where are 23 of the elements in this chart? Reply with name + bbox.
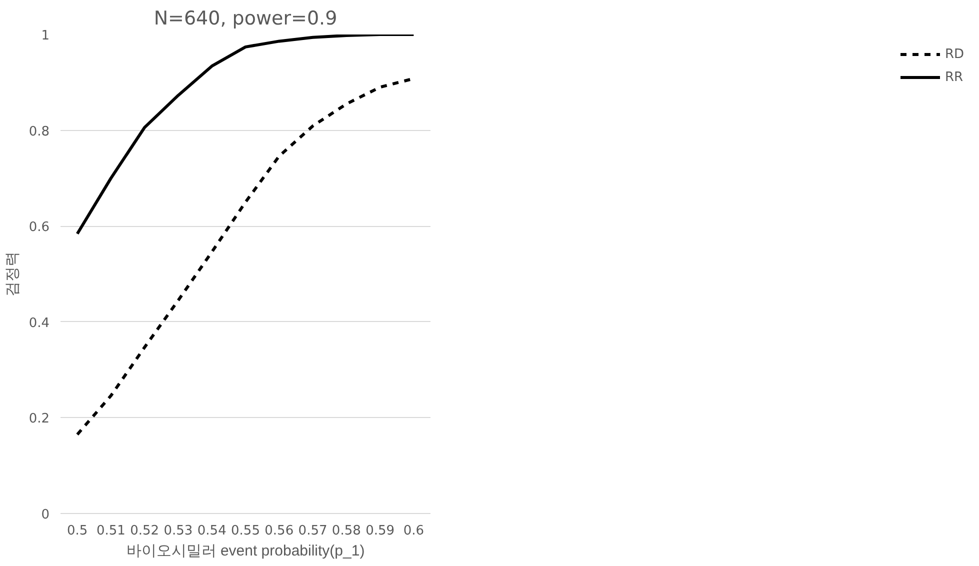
x-tick-label: 0.59 — [366, 524, 395, 538]
x-tick-label: 0.56 — [264, 524, 294, 538]
line-series — [76, 34, 416, 236]
x-tick-label: 0.5 — [66, 524, 88, 538]
y-tick-label: 0.2 — [28, 412, 50, 427]
y-tick-label: 0 — [41, 508, 50, 522]
y-tick-label: 0.6 — [28, 220, 50, 236]
x-tick-label: 0.57 — [298, 524, 328, 538]
x-axis-title: 바이오시밀러 event probability(p_1) — [126, 542, 365, 560]
x-tick-label: 0.52 — [130, 524, 160, 538]
legend-label: RD — [945, 46, 965, 62]
chart-title: N=640, power=0.9 — [154, 8, 338, 30]
legend-label: RR — [945, 70, 964, 84]
x-tick-label: 0.55 — [231, 524, 260, 538]
x-tick-label: 0.6 — [403, 524, 424, 538]
y-tick-label: 1 — [41, 28, 50, 44]
y-axis-title: 검정력 — [4, 252, 21, 296]
x-tick-label: 0.53 — [164, 524, 193, 538]
x-tick-label: 0.51 — [96, 524, 126, 538]
y-tick-label: 0.8 — [28, 124, 50, 140]
y-tick-label: 0.4 — [28, 316, 50, 331]
x-tick-label: 0.54 — [197, 524, 226, 538]
x-tick-label: 0.58 — [332, 524, 361, 538]
